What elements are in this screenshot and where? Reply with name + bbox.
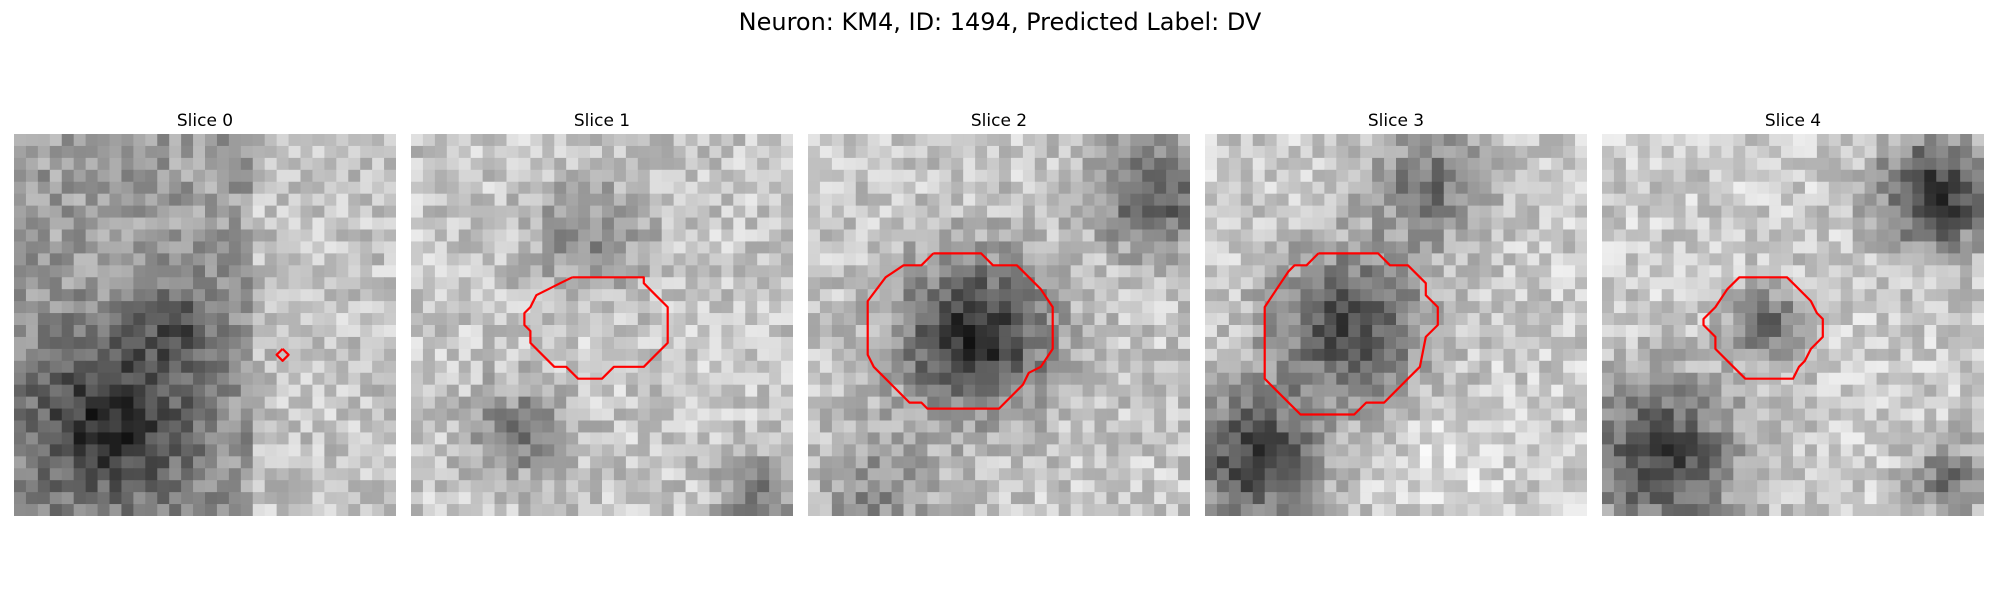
- slice-title: Slice 4: [1764, 111, 1822, 131]
- roi-contour: [866, 252, 1054, 410]
- slice-4-svg: [1602, 134, 1984, 516]
- pixel-grid: [411, 134, 793, 516]
- slice-image-0: [14, 134, 396, 516]
- slice-title: Slice 3: [1367, 111, 1425, 131]
- slice-2-svg: [808, 134, 1190, 516]
- slice-image-4: [1602, 134, 1984, 516]
- slice-panel-2: Slice 2: [808, 110, 1190, 516]
- slice-image-2: [808, 134, 1190, 516]
- slice-title: Slice 1: [573, 111, 631, 131]
- roi-contour: [275, 348, 290, 362]
- slice-panel-3: Slice 3: [1205, 110, 1587, 516]
- slice-panel-4: Slice 4: [1602, 110, 1984, 516]
- slice-3-svg: [1205, 134, 1587, 516]
- slice-title: Slice 0: [176, 111, 234, 131]
- roi-contour: [1702, 276, 1824, 380]
- slice-1-svg: [411, 134, 793, 516]
- roi-contour: [523, 276, 669, 380]
- figure-title: Neuron: KM4, ID: 1494, Predicted Label: …: [738, 8, 1262, 36]
- slice-panel-0: Slice 0: [14, 110, 396, 516]
- pixel-grid: [14, 134, 396, 516]
- pixel-grid: [1205, 134, 1587, 516]
- slice-panel-1: Slice 1: [411, 110, 793, 516]
- slice-0-svg: [14, 134, 396, 516]
- slice-title: Slice 2: [970, 111, 1028, 131]
- pixel-grid: [1602, 134, 1984, 516]
- roi-contour: [1263, 252, 1439, 416]
- slice-image-1: [411, 134, 793, 516]
- slice-image-3: [1205, 134, 1587, 516]
- pixel-grid: [808, 134, 1190, 516]
